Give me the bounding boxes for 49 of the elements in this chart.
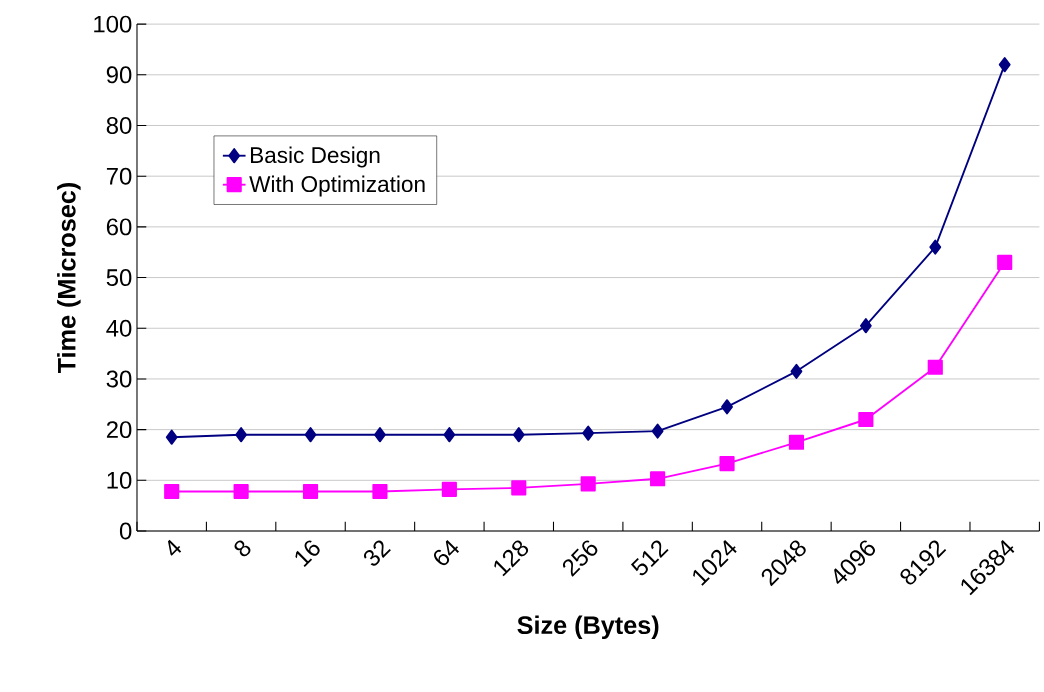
point (443, 427, 456, 443)
point (512, 427, 525, 443)
point (927, 359, 943, 375)
legend-label: Basic Design (250, 146, 380, 168)
point (580, 476, 596, 492)
y-tick-label: 80 (106, 117, 132, 134)
point (858, 411, 874, 428)
x-tick-label: 512 (630, 540, 669, 576)
point (235, 427, 248, 443)
point (788, 434, 805, 450)
y-axis-title: Time (Microsec) (57, 183, 81, 374)
point (721, 399, 733, 415)
y-tick-label: 30 (106, 370, 132, 388)
x-tick-label: 128 (494, 540, 529, 577)
x-axis-title: Size (Bytes) (517, 615, 659, 640)
y-tick-label: 70 (106, 167, 132, 185)
point (511, 480, 527, 496)
point (998, 57, 1011, 73)
point (372, 483, 388, 500)
point (719, 456, 735, 472)
y-tick-label: 10 (107, 471, 132, 489)
y-tick-label: 40 (106, 319, 132, 337)
x-tick-label: 64 (434, 539, 460, 566)
point (165, 429, 178, 445)
point (651, 423, 664, 439)
point (304, 427, 317, 443)
x-tick-label: 8 (234, 540, 251, 557)
point (582, 425, 595, 441)
point (650, 471, 666, 487)
legend-label: With Optimization (249, 175, 425, 197)
point (790, 363, 803, 379)
point (859, 318, 872, 334)
y-tick-label: 20 (106, 421, 132, 439)
y-tick-label: 0 (119, 522, 132, 540)
y-tick-label: 60 (106, 218, 132, 236)
point (302, 483, 319, 500)
point (997, 254, 1013, 270)
point (233, 483, 249, 500)
y-tick-label: 90 (106, 66, 132, 84)
x-tick-label: 4 (167, 539, 182, 556)
point (374, 427, 386, 443)
x-tick-label: 32 (363, 540, 391, 566)
x-tick-label: 16 (295, 540, 320, 567)
y-tick-label: 50 (106, 269, 132, 287)
point (929, 239, 942, 255)
y-tick-label: 100 (94, 15, 132, 33)
point (164, 483, 180, 500)
x-tick-label: 256 (562, 540, 598, 577)
point (441, 481, 457, 498)
